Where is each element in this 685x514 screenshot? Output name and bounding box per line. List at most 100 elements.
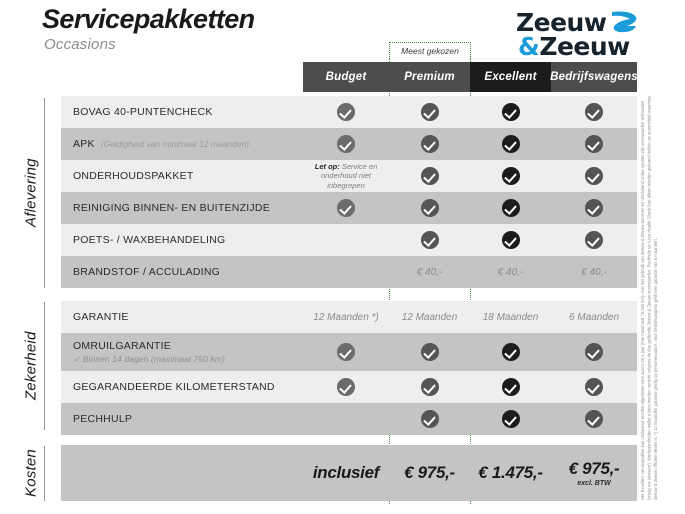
cell-excellent xyxy=(470,333,551,371)
row-label: APK (Geldigheid van minimaal 12 maanden) xyxy=(61,128,303,160)
row-label: GEGARANDEERDE KILOMETERSTAND xyxy=(61,371,303,403)
check-icon xyxy=(337,103,355,121)
row-label: POETS- / WAXBEHANDELING xyxy=(61,224,303,256)
check-icon xyxy=(420,103,439,121)
group-rule-aflevering xyxy=(44,98,45,288)
check-icon xyxy=(501,135,520,153)
group-rule-zekerheid xyxy=(44,302,45,430)
row-label-text: BRANDSTOF / ACCULADING xyxy=(73,266,221,278)
check-icon xyxy=(420,199,439,217)
check-icon xyxy=(501,103,520,121)
page-title: Servicepakketten xyxy=(42,4,255,34)
table-row: GEGARANDEERDE KILOMETERSTAND xyxy=(61,371,637,403)
column-header-premium[interactable]: Premium xyxy=(389,62,470,92)
column-header-bedrijfswagens[interactable]: Bedrijfswagens xyxy=(550,62,638,92)
check-icon xyxy=(420,343,439,361)
cell-bedrijfswagens xyxy=(551,96,637,128)
table-row: POETS- / WAXBEHANDELING xyxy=(61,224,637,256)
group-label-zekerheid: Zekerheid xyxy=(22,331,40,401)
row-label: REINIGING BINNEN- EN BUITENZIJDE xyxy=(61,192,303,224)
price-excellent-value: € 1.475,- xyxy=(478,463,543,482)
row-label-text: GEGARANDEERDE KILOMETERSTAND xyxy=(73,381,275,393)
check-icon xyxy=(420,410,439,428)
check-icon xyxy=(501,199,520,217)
cell-excellent: 18 Maanden xyxy=(482,311,539,323)
cell-budget xyxy=(303,96,389,128)
row-label-text: APK xyxy=(73,138,95,150)
cell-excellent xyxy=(470,160,551,192)
budget-note-text: Service en onderhoud niet inbegrepen xyxy=(320,161,378,190)
row-label-text: POETS- / WAXBEHANDELING xyxy=(73,234,226,246)
table-row: ONDERHOUDSPAKKET Let op: Service en onde… xyxy=(61,160,637,192)
cell-excellent xyxy=(470,403,551,435)
cell-excellent xyxy=(470,192,551,224)
cell-budget xyxy=(303,192,389,224)
table-row: BRANDSTOF / ACCULADING € 40,- € 40,- € 4… xyxy=(61,256,637,288)
check-icon xyxy=(337,135,355,153)
row-label: BOVAG 40-PUNTENCHECK xyxy=(61,96,303,128)
row-label: PECHHULP xyxy=(61,403,303,435)
cell-bedrijfswagens: € 40,- xyxy=(581,266,607,278)
table-row: REINIGING BINNEN- EN BUITENZIJDE xyxy=(61,192,637,224)
cell-excellent: € 40,- xyxy=(497,266,524,278)
cell-excellent xyxy=(470,371,551,403)
check-icon xyxy=(420,135,439,153)
logo: Zeeuw &Zeeuw xyxy=(516,8,656,61)
row-label: ONDERHOUDSPAKKET xyxy=(61,160,303,192)
cell-budget xyxy=(303,333,389,371)
check-icon xyxy=(501,167,520,185)
cell-excellent xyxy=(470,128,551,160)
price-bedrijfswagens-value: € 975,- xyxy=(568,459,620,478)
row-label: OMRUILGARANTIE ✓ Binnen 14 dagen (maxima… xyxy=(61,333,303,371)
check-icon xyxy=(585,135,603,153)
check-icon xyxy=(420,231,439,249)
cell-premium xyxy=(389,160,470,192)
swoosh-icon xyxy=(612,11,637,33)
table-row: APK (Geldigheid van minimaal 12 maanden) xyxy=(61,128,637,160)
check-icon xyxy=(585,343,603,361)
check-icon xyxy=(420,167,439,185)
fineprint-disclaimer: Het Excellent servicepakket kan uitsluit… xyxy=(640,96,658,500)
row-label-text: PECHHULP xyxy=(73,413,133,425)
cell-premium xyxy=(389,224,470,256)
row-label-sub: ✓ Binnen 14 dagen (maximaal 750 km) xyxy=(73,353,225,364)
check-icon xyxy=(585,231,603,249)
table-row: GARANTIE 12 Maanden *) 12 Maanden 18 Maa… xyxy=(61,301,637,333)
cell-budget xyxy=(303,128,389,160)
table-row: PECHHULP xyxy=(61,403,637,435)
group-label-aflevering: Aflevering xyxy=(22,158,40,228)
check-icon xyxy=(585,410,603,428)
row-label-text: GARANTIE xyxy=(73,311,129,323)
cell-budget xyxy=(303,224,389,256)
price-premium: € 975,- xyxy=(389,463,470,483)
row-label-text: BOVAG 40-PUNTENCHECK xyxy=(73,106,213,118)
row-label-note: (Geldigheid van minimaal 12 maanden) xyxy=(100,139,250,149)
section-aflevering: BOVAG 40-PUNTENCHECK APK (Geldigheid van… xyxy=(61,96,637,288)
table-row: OMRUILGARANTIE ✓ Binnen 14 dagen (maxima… xyxy=(61,333,637,371)
check-icon xyxy=(501,231,520,249)
group-rule-kosten xyxy=(44,446,45,501)
logo-line1: Zeeuw xyxy=(516,8,607,37)
cell-budget xyxy=(303,371,389,403)
table-row: BOVAG 40-PUNTENCHECK xyxy=(61,96,637,128)
cell-bedrijfswagens xyxy=(551,128,637,160)
cell-bedrijfswagens xyxy=(551,403,637,435)
row-label-text: REINIGING BINNEN- EN BUITENZIJDE xyxy=(73,202,271,214)
cell-premium xyxy=(389,96,470,128)
budget-note-bold: Let op: xyxy=(314,161,340,171)
check-icon xyxy=(585,103,603,121)
column-header-excellent[interactable]: Excellent xyxy=(470,62,551,92)
check-icon xyxy=(337,378,355,396)
cell-budget xyxy=(303,403,389,435)
cell-budget xyxy=(303,256,389,288)
column-headers: Budget Premium Excellent Bedrijfswagens xyxy=(303,62,638,92)
column-header-budget[interactable]: Budget xyxy=(303,62,389,92)
cell-excellent xyxy=(470,96,551,128)
cell-budget: 12 Maanden *) xyxy=(313,311,379,323)
row-label-text: ONDERHOUDSPAKKET xyxy=(73,170,194,182)
price-budget: inclusief xyxy=(303,463,389,483)
check-icon xyxy=(501,410,520,428)
section-zekerheid: GARANTIE 12 Maanden *) 12 Maanden 18 Maa… xyxy=(61,301,637,435)
cell-budget: Let op: Service en onderhoud niet inbegr… xyxy=(303,160,389,192)
